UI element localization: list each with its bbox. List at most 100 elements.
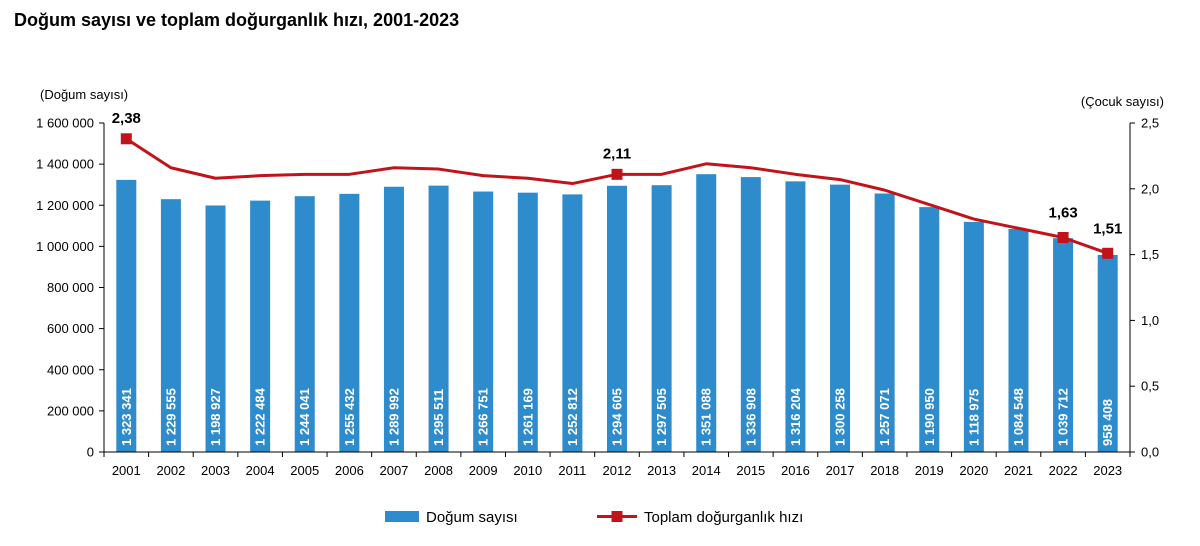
bar-value-label: 1 198 927 [208, 388, 223, 446]
bar-value-label: 1 229 555 [163, 388, 178, 446]
bar-series [116, 174, 1118, 453]
chart-title: Doğum sayısı ve toplam doğurganlık hızı,… [14, 10, 460, 30]
legend-bar-label: Doğum sayısı [426, 509, 518, 526]
right-axis-label: (Çocuk sayısı) [1081, 94, 1164, 109]
right-tick-label: 0,0 [1141, 445, 1159, 460]
x-tick-label: 2006 [335, 463, 364, 478]
x-tick-label: 2013 [647, 463, 676, 478]
x-tick-label: 2014 [692, 463, 721, 478]
x-tick-label: 2015 [736, 463, 765, 478]
bar-2001 [116, 179, 137, 452]
x-tick-label: 2008 [424, 463, 453, 478]
bar-value-label: 1 255 432 [342, 388, 357, 446]
right-axis: 0,0 0,5 1,0 1,5 2,0 2,5 (Çocuk sayısı) [1081, 94, 1164, 460]
legend-line-label: Toplam doğurganlık hızı [644, 509, 803, 526]
x-tick-label: 2005 [290, 463, 319, 478]
bar-2005 [294, 196, 315, 452]
bar-2015 [740, 177, 761, 452]
x-tick-label: 2016 [781, 463, 810, 478]
right-tick-label: 0,5 [1141, 379, 1159, 394]
x-tick-label: 2003 [201, 463, 230, 478]
x-tick-label: 2022 [1049, 463, 1078, 478]
bar-2010 [517, 192, 538, 452]
x-tick-label: 2001 [112, 463, 141, 478]
bar-2013 [651, 185, 672, 452]
bar-2018 [874, 193, 895, 452]
bar-value-labels: 1 323 341 1 229 555 1 198 927 1 222 484 1 24… [119, 387, 1115, 446]
x-tick-label: 2017 [826, 463, 855, 478]
left-tick-label: 1 600 000 [36, 116, 94, 131]
bar-value-label: 1 252 812 [565, 388, 580, 446]
x-tick-label: 2021 [1004, 463, 1033, 478]
right-tick-label: 2,0 [1141, 181, 1159, 196]
bar-2020 [963, 221, 984, 452]
line-marker-2023 [1102, 247, 1114, 259]
x-tick-label: 2010 [513, 463, 542, 478]
bar-value-label: 1 261 169 [520, 388, 535, 446]
line-marker-2012 [611, 168, 623, 180]
bar-value-label: 958 408 [1100, 399, 1115, 446]
x-tick-label: 2019 [915, 463, 944, 478]
left-tick-label: 600 000 [47, 321, 94, 336]
bar-2009 [473, 191, 494, 452]
right-tick-label: 1,0 [1141, 313, 1159, 328]
left-tick-label: 200 000 [47, 403, 94, 418]
x-axis: 2001 2002 2003 2004 2005 2006 2007 2008 2009 2010… [103, 451, 1131, 478]
x-tick-label: 2009 [469, 463, 498, 478]
left-tick-label: 400 000 [47, 362, 94, 377]
x-tick-label: 2020 [959, 463, 988, 478]
bar-2012 [607, 185, 627, 452]
bar-value-label: 1 039 712 [1056, 388, 1071, 446]
bar-2014 [696, 174, 717, 452]
bar-value-label: 1 316 204 [788, 387, 803, 446]
left-tick-label: 800 000 [47, 280, 94, 295]
left-tick-label: 1 000 000 [36, 239, 94, 254]
line-marker-2001 [120, 133, 132, 145]
bar-value-label: 1 244 041 [297, 388, 312, 446]
bar-value-label: 1 289 992 [386, 388, 401, 446]
line-series: 2,38 2,11 1,63 1,51 [112, 110, 1122, 259]
right-tick-label: 1,5 [1141, 247, 1159, 262]
legend: Doğum sayısı Toplam doğurganlık hızı [385, 509, 803, 526]
x-tick-label: 2018 [870, 463, 899, 478]
legend-line-marker [611, 511, 623, 522]
legend-bar-swatch [385, 511, 419, 522]
left-tick-label: 0 [87, 445, 94, 460]
bar-value-label: 1 297 505 [654, 388, 669, 446]
bar-value-label: 1 336 908 [743, 388, 758, 446]
bar-value-label: 1 295 511 [431, 389, 446, 446]
bar-2008 [428, 185, 449, 453]
left-tick-label: 1 400 000 [36, 157, 94, 172]
bar-2019 [919, 207, 940, 452]
bar-value-label: 1 351 088 [699, 388, 714, 446]
bar-2016 [785, 181, 806, 453]
line-point-label: 2,11 [603, 145, 631, 162]
x-tick-label: 2002 [156, 463, 185, 478]
line-marker-2022 [1057, 231, 1069, 243]
bar-2006 [339, 193, 360, 452]
line-point-label: 1,51 [1093, 220, 1122, 237]
bar-2021 [1008, 228, 1029, 452]
bar-value-label: 1 294 605 [610, 388, 625, 446]
left-axis: 0 200 000 400 000 600 000 800 000 1 000 000 1 … [36, 87, 128, 460]
right-tick-label: 2,5 [1141, 116, 1159, 131]
line-point-label: 1,63 [1048, 204, 1077, 221]
bar-value-label: 1 222 484 [253, 387, 268, 446]
line-point-label: 2,38 [112, 110, 141, 127]
bar-value-label: 1 300 258 [833, 388, 848, 446]
bar-value-label: 1 118 975 [966, 389, 981, 446]
bar-2017 [830, 184, 851, 452]
bar-2023 [1097, 254, 1118, 452]
bar-value-label: 1 257 071 [877, 388, 892, 446]
x-tick-label: 2011 [558, 463, 586, 478]
bar-value-label: 1 323 341 [119, 388, 134, 446]
bar-2002 [160, 199, 181, 452]
x-tick-label: 2007 [379, 463, 408, 478]
bar-value-label: 1 084 548 [1011, 388, 1026, 446]
bar-2004 [250, 200, 271, 452]
bar-2003 [205, 205, 226, 452]
x-tick-label: 2004 [246, 463, 275, 478]
bar-2011 [562, 194, 583, 452]
